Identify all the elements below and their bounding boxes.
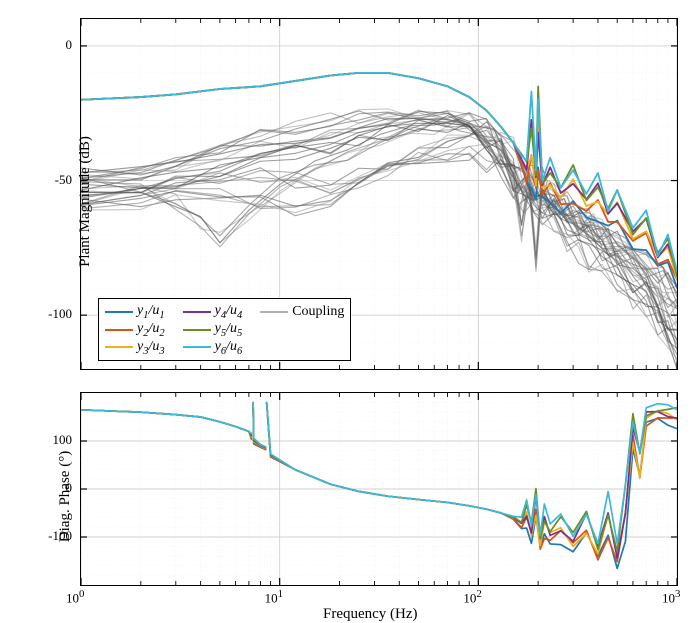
- mag-series-3: [81, 73, 677, 279]
- coupling-curve: [81, 122, 677, 309]
- legend-item: Coupling: [260, 304, 344, 320]
- coupling-curve: [81, 120, 677, 304]
- phase-xtick: 102: [463, 588, 481, 606]
- phase-xtick: 101: [265, 588, 283, 606]
- legend-label: y1/u1: [137, 303, 165, 321]
- phase-axes: [80, 392, 678, 586]
- mag-ytick: 0: [66, 37, 73, 53]
- phase-xtick: 100: [66, 588, 84, 606]
- legend-item: y2/u2: [105, 321, 165, 339]
- legend-swatch: [260, 311, 288, 313]
- phase-series-6: [253, 403, 266, 447]
- legend-swatch: [105, 346, 133, 348]
- phase-ytick: 100: [53, 432, 73, 448]
- phase-ylabel: Diag. Phase (°): [57, 451, 74, 542]
- legend-label: Coupling: [292, 304, 344, 320]
- phase-series-6: [267, 403, 677, 544]
- legend-label: y6/u6: [215, 339, 243, 357]
- legend: y1/u1 y4/u4 Coupling y2/u2 y5/u5 y3/u3 y6/u6: [98, 298, 351, 361]
- legend-label: y4/u4: [215, 303, 243, 321]
- legend-row: y3/u3 y6/u6: [105, 339, 344, 357]
- legend-item: y5/u5: [183, 321, 243, 339]
- legend-label: y5/u5: [215, 321, 243, 339]
- mag-ylabel: Plant Magnitude (dB): [77, 136, 94, 267]
- figure: -100-500-1000100100101102103Plant Magnit…: [0, 0, 696, 621]
- mag-series-2: [81, 73, 677, 280]
- phase-xtick: 103: [662, 588, 680, 606]
- legend-item: y4/u4: [183, 303, 243, 321]
- legend-item: y1/u1: [105, 303, 165, 321]
- mag-series-5: [81, 73, 677, 276]
- legend-swatch: [105, 329, 133, 331]
- coupling-curve: [81, 126, 677, 317]
- xlabel: Frequency (Hz): [323, 606, 418, 623]
- phase-svg: [81, 393, 677, 585]
- legend-swatch: [183, 346, 211, 348]
- mag-ytick: -100: [48, 306, 72, 322]
- mag-ytick: -50: [55, 172, 72, 188]
- legend-item: y6/u6: [183, 339, 243, 357]
- legend-row: y2/u2 y5/u5: [105, 321, 344, 339]
- legend-swatch: [105, 311, 133, 313]
- legend-label: y3/u3: [137, 339, 165, 357]
- legend-label: y2/u2: [137, 321, 165, 339]
- legend-swatch: [183, 311, 211, 313]
- legend-swatch: [183, 329, 211, 331]
- legend-row: y1/u1 y4/u4 Coupling: [105, 303, 344, 321]
- legend-item: y3/u3: [105, 339, 165, 357]
